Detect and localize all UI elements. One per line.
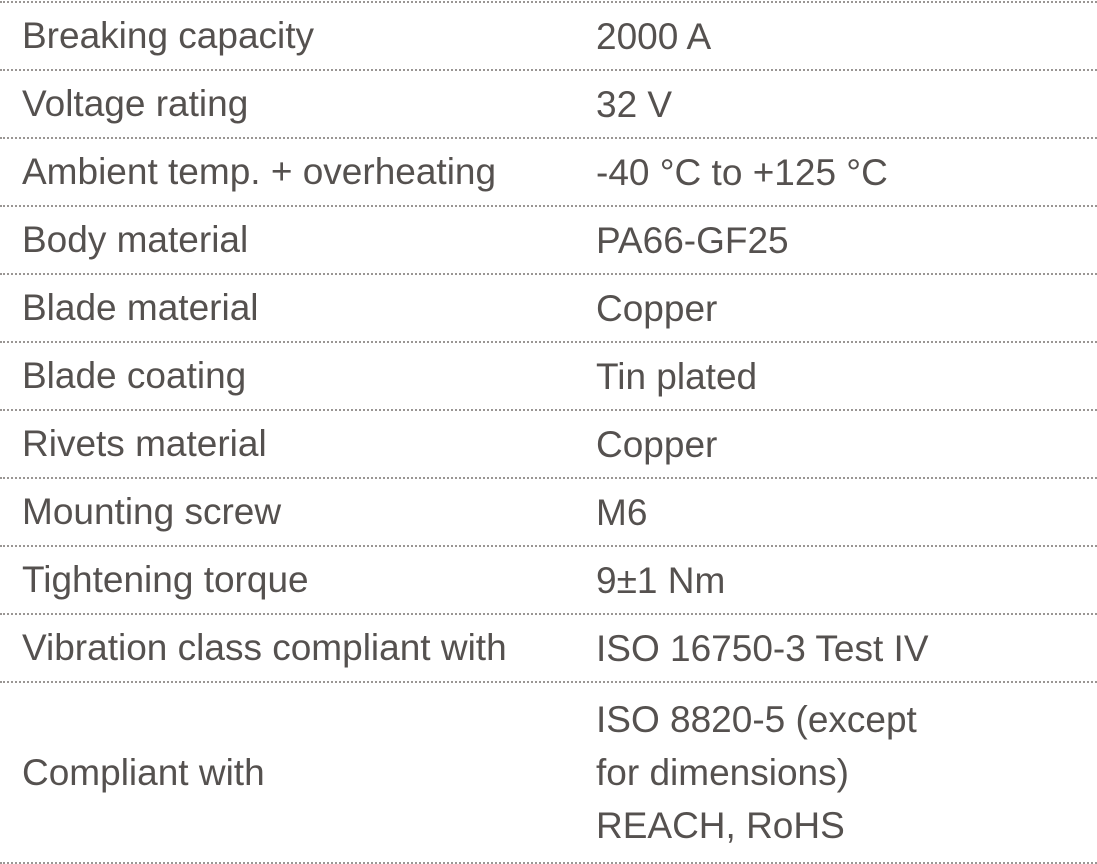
table-row: Mounting screw M6 [0,479,1097,547]
spec-value: -40 °C to +125 °C [596,151,888,193]
table-row: Body material PA66-GF25 [0,207,1097,275]
spec-label: Ambient temp. + overheating [22,151,497,192]
spec-value-line: ISO 8820-5 (except [596,699,917,740]
spec-label: Blade material [22,287,259,328]
table-row: Compliant with ISO 8820-5 (except for dime… [0,683,1097,864]
spec-value-line: for dimensions) [596,752,849,793]
spec-label: Voltage rating [22,83,249,124]
spec-label: Mounting screw [22,491,282,532]
spec-label: Body material [22,219,249,260]
spec-value: ISO 16750-3 Test IV [596,627,929,669]
spec-label: Breaking capacity [22,15,315,56]
table-row: Voltage rating 32 V [0,71,1097,139]
table-row: Ambient temp. + overheating -40 °C to +12… [0,139,1097,207]
spec-label: Rivets material [22,423,267,464]
table-row: Tightening torque 9±1 Nm [0,547,1097,615]
spec-label: Vibration class compliant with [22,627,507,668]
table-row: Vibration class compliant with ISO 16750-… [0,615,1097,683]
table-row: Blade material Copper [0,275,1097,343]
spec-value: 32 V [596,83,673,125]
spec-label: Blade coating [22,355,247,396]
spec-value: Copper [596,423,718,465]
spec-value-line: REACH, RoHS [596,805,845,846]
spec-value: 2000 A [596,15,712,57]
table-row: Breaking capacity 2000 A [0,3,1097,71]
table-row: Blade coating Tin plated [0,343,1097,411]
spec-value: Copper [596,287,718,329]
spec-value: Tin plated [596,355,758,397]
spec-label: Tightening torque [22,559,309,600]
spec-value: PA66-GF25 [596,219,789,261]
spec-value: 9±1 Nm [596,559,726,601]
table-row: Rivets material Copper [0,411,1097,479]
spec-value: ISO 8820-5 (except for dimensions) REACH, … [596,693,1097,852]
spec-label: Compliant with [22,751,265,793]
spec-value: M6 [596,491,648,533]
